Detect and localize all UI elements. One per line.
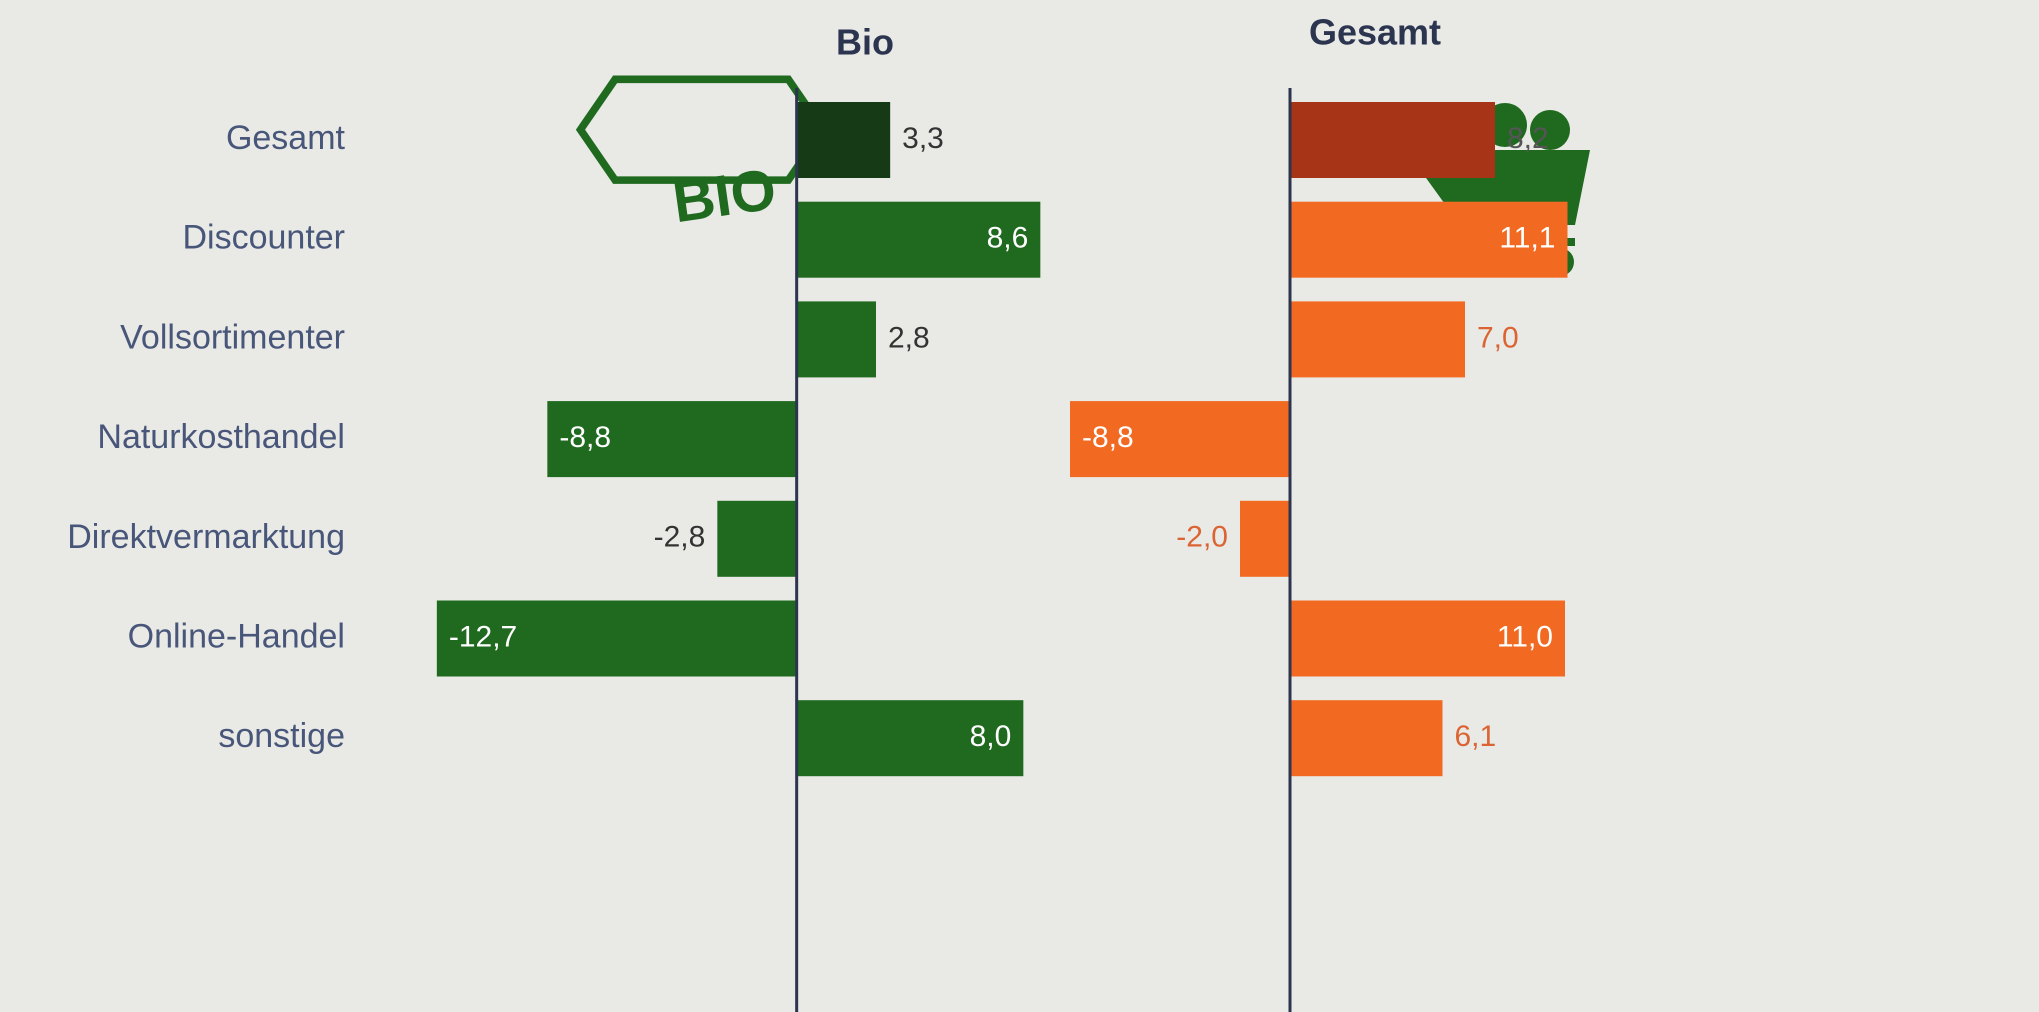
bar	[1290, 600, 1565, 677]
bar	[547, 401, 797, 478]
value-label: 11,1	[1499, 222, 1555, 255]
category-label: Gesamt	[226, 119, 346, 157]
value-label: 2,8	[888, 321, 930, 354]
category-label: Vollsortimenter	[120, 318, 345, 356]
bar	[1290, 700, 1443, 777]
value-label: -8,8	[559, 421, 611, 454]
value-label: -2,8	[654, 521, 706, 554]
value-label: 11,0	[1497, 620, 1553, 653]
value-label: 7,0	[1477, 321, 1519, 354]
bar	[1070, 401, 1290, 478]
bar	[436, 600, 797, 677]
value-label: 8,0	[970, 720, 1012, 753]
value-label: -12,7	[449, 620, 517, 653]
value-label: 3,3	[902, 122, 944, 155]
category-label: Online-Handel	[128, 617, 345, 655]
value-label: 6,1	[1455, 720, 1497, 753]
category-label: sonstige	[218, 717, 345, 755]
svg-text:BIO: BIO	[669, 157, 780, 236]
bar	[1290, 201, 1568, 278]
value-label: -8,8	[1082, 421, 1134, 454]
category-label: Discounter	[182, 219, 345, 257]
value-label: 8,2	[1507, 122, 1549, 155]
value-label: 8,6	[987, 222, 1029, 255]
value-label: -2,0	[1176, 521, 1228, 554]
bar	[796, 201, 1041, 278]
bar	[1240, 500, 1290, 577]
series-title: Bio	[836, 22, 894, 63]
series-title: Gesamt	[1309, 12, 1441, 53]
bar	[796, 700, 1024, 777]
bar	[796, 301, 876, 378]
bar	[796, 102, 891, 178]
bar	[1290, 301, 1465, 378]
category-label: Direktvermarktung	[67, 518, 345, 556]
bar	[717, 500, 797, 577]
category-label: Naturkosthandel	[97, 418, 345, 456]
bio-icon: BIO	[575, 75, 828, 236]
bar	[1290, 102, 1495, 178]
